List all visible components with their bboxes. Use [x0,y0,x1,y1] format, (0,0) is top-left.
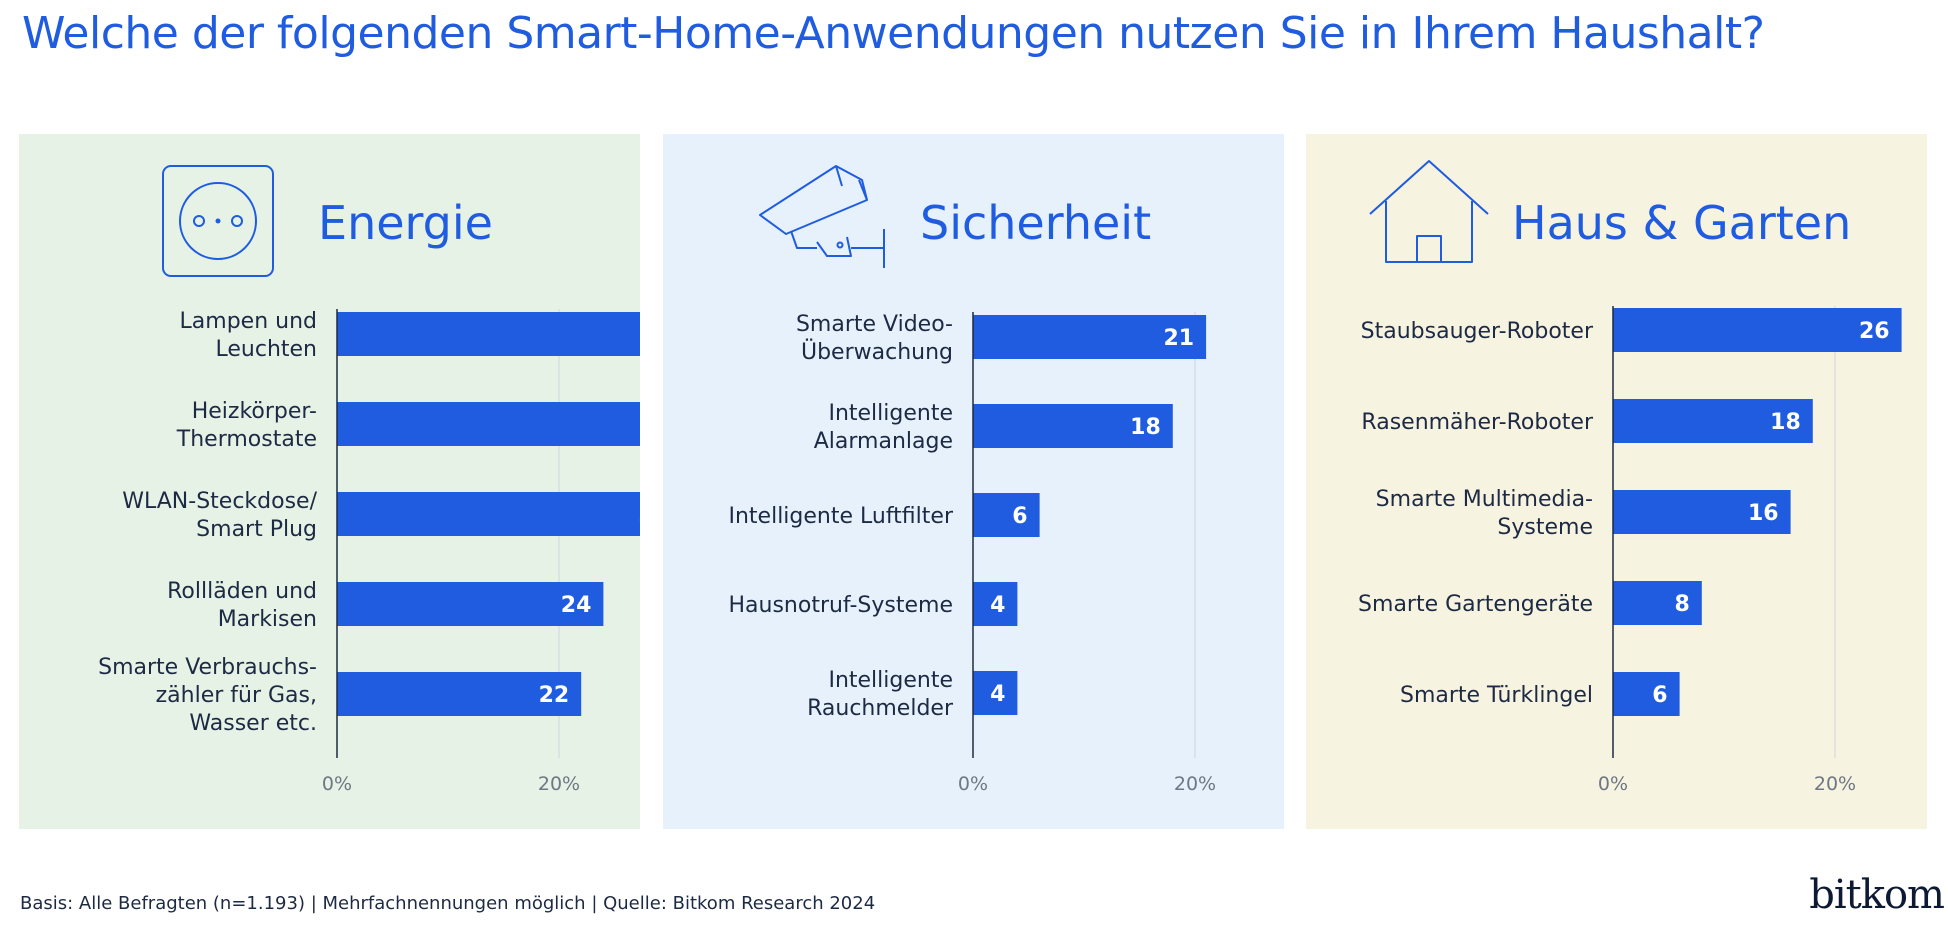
bar [973,315,1207,359]
bar [337,312,640,356]
data-label: 6 [1652,683,1667,708]
bar [973,671,1018,715]
category-label: Smarte Verbrauchs-zähler für Gas, Wasser … [98,655,317,736]
x-tick-label: 0% [1598,773,1628,795]
panel-title: Sicherheit [920,196,1151,250]
power-socket-icon [162,165,274,277]
bar [337,582,604,626]
security-camera-icon [759,165,885,268]
data-label: 18 [1770,410,1801,435]
category-label: WLAN-Steckdose/Smart Plug [122,489,317,542]
x-tick-label: 0% [322,773,352,795]
data-label: 16 [1748,501,1779,526]
x-tick-label: 20% [1814,773,1856,795]
bar [337,672,582,716]
x-tick-label: 20% [1174,773,1216,795]
bar [337,492,640,536]
plot-area: 0%20%40%26Staubsauger-Roboter18Rasenmähe… [1358,306,1902,795]
category-label: Intelligente Rauchmelder [807,668,954,721]
chart-haus-garten: Haus & Garten 0%20%40%26Staubsauger-Robo… [1358,160,1902,795]
plot-area: 0%20%40%41Lampen undLeuchten36Heizkörper… [98,309,640,795]
category-label: Rollläden und Markisen [167,579,317,632]
bar [1613,308,1902,352]
bar [1613,490,1791,534]
category-label: Smarte Multimedia-Systeme [1376,487,1593,540]
bar [1613,581,1702,625]
page-title: Welche der folgenden Smart-Home-Anwendun… [22,8,1765,59]
panel-title: Energie [318,196,493,250]
panel-title: Haus & Garten [1512,196,1851,250]
data-label: 6 [1012,504,1027,529]
bitkom-logo: bitkom [1809,872,1945,918]
data-label: 18 [1130,415,1161,440]
data-label: 4 [990,682,1005,707]
bar [973,582,1018,626]
data-label: 22 [539,683,570,708]
bar [337,402,640,446]
category-label: Intelligente Luftfilter [728,504,953,529]
category-label: Staubsauger-Roboter [1361,319,1594,344]
x-tick-label: 20% [538,773,580,795]
data-label: 26 [1859,319,1890,344]
category-label: Smarte Gartengeräte [1358,592,1593,617]
chart-energie: Energie 0%20%40%41Lampen undLeuchten36He… [98,165,640,795]
data-label: 21 [1163,326,1194,351]
category-label: Smarte Video-Überwachung [796,312,953,365]
category-label: Rasenmäher-Roboter [1361,410,1594,435]
house-icon [1369,160,1489,263]
data-label: 8 [1674,592,1689,617]
category-label: Heizkörper-Thermostate [176,399,317,452]
category-label: Intelligente Alarmanlage [814,401,953,454]
data-label: 24 [561,593,592,618]
bar [973,404,1173,448]
category-label: Smarte Türklingel [1400,683,1593,708]
panel-energie: Energie 0%20%40%41Lampen undLeuchten36He… [19,134,640,829]
category-label: Lampen und Leuchten [180,309,317,362]
data-label: 31 [638,503,640,528]
bar [1613,672,1680,716]
footnote: Basis: Alle Befragten (n=1.193) | Mehrfa… [20,893,876,914]
data-label: 4 [990,593,1005,618]
x-tick-label: 0% [958,773,988,795]
panel-haus-garten: Haus & Garten 0%20%40%26Staubsauger-Robo… [1306,134,1927,829]
bar [1613,399,1813,443]
category-label: Hausnotruf-Systeme [728,593,953,618]
bar [973,493,1040,537]
